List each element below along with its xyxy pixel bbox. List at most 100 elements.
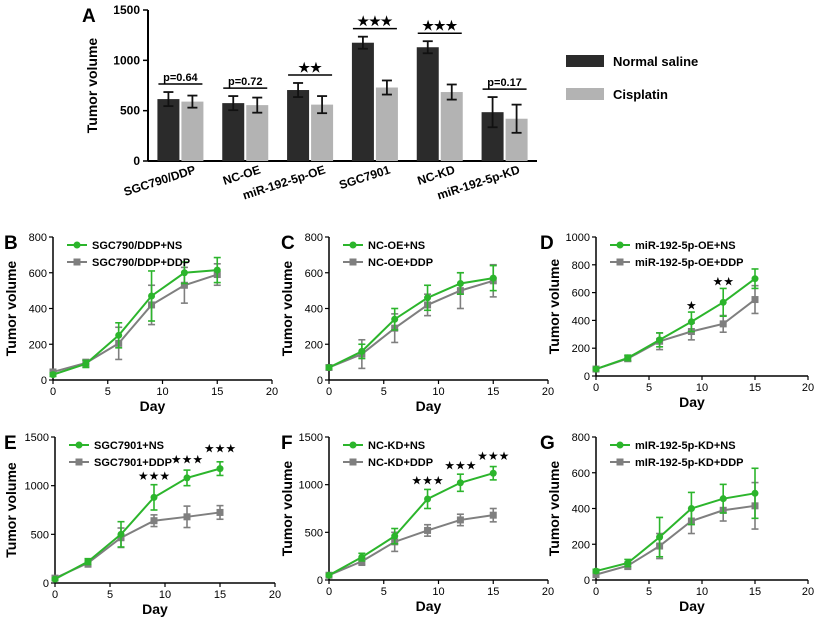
bar (416, 47, 439, 161)
x-tick-label: 5 (381, 386, 387, 398)
y-tick-label: 200 (305, 339, 323, 351)
x-axis-label: Day (142, 601, 168, 617)
bar (181, 101, 204, 161)
legend-label: mIR-192-5p-KD+DDP (635, 457, 744, 469)
bar (222, 103, 245, 161)
x-axis-label: Day (679, 598, 705, 614)
series-line (52, 273, 218, 373)
significance-label: ★★★ (357, 14, 392, 29)
data-point (624, 559, 632, 567)
significance-stars: ★★★ (444, 458, 476, 472)
data-point (115, 331, 123, 339)
series-line (595, 492, 756, 573)
y-axis-label: Tumor volume (279, 261, 295, 357)
data-point (216, 508, 224, 516)
y-tick-label: 1000 (299, 480, 323, 492)
y-tick-label: 0 (317, 575, 323, 587)
x-tick-label: 0 (593, 586, 599, 598)
x-tick-label: 10 (159, 589, 171, 601)
data-point (391, 315, 399, 323)
y-tick-label: 500 (120, 104, 140, 118)
panel-letter-g: G (540, 433, 555, 454)
y-tick-label: 400 (572, 504, 590, 516)
legend-label: Normal saline (613, 54, 698, 69)
significance-stars: ★★★ (138, 469, 170, 483)
y-axis-label: Tumor volume (3, 261, 19, 357)
legend-label: miR-192-5p-OE+DDP (635, 257, 744, 269)
data-point (656, 533, 664, 541)
panel-b: B 0 200 400 600 800 0 5 10 15 20 Day Tumor volume SGC… (3, 232, 278, 414)
data-point (489, 511, 497, 519)
bar (481, 112, 504, 161)
legend-marker (349, 241, 357, 249)
data-point (150, 517, 158, 525)
legend-marker (75, 441, 83, 449)
series-line (328, 514, 494, 577)
legend-marker (73, 258, 81, 266)
series-line (595, 504, 756, 576)
data-point (751, 275, 759, 283)
significance-label: p=0.64 (163, 72, 198, 84)
legend-label: NC-KD+NS (368, 440, 425, 452)
bar (157, 99, 180, 161)
y-axis-label: Tumor volume (279, 461, 295, 557)
data-point (183, 474, 191, 482)
legend-label: NC-OE+NS (368, 240, 425, 252)
panel-letter-f: F (281, 433, 293, 454)
y-tick-label: 0 (317, 375, 323, 387)
data-point (489, 469, 497, 477)
bar (287, 90, 310, 161)
data-point (49, 371, 57, 379)
series-line (54, 511, 221, 580)
legend-marker (349, 258, 357, 266)
x-tick-label: 15 (211, 386, 223, 398)
bar (246, 105, 269, 161)
data-point (456, 479, 464, 487)
x-tick-label: 10 (432, 586, 444, 598)
data-point (719, 298, 727, 306)
legend-label: NC-KD+DDP (368, 457, 433, 469)
bar (505, 118, 528, 161)
y-tick-label: 1000 (113, 53, 140, 67)
legend-swatch (566, 55, 604, 67)
data-point (150, 493, 158, 501)
data-point (592, 567, 600, 575)
data-point (592, 571, 600, 579)
x-tick-label: 0 (326, 586, 332, 598)
x-tick-label: 10 (696, 586, 708, 598)
bar (351, 42, 374, 161)
y-tick-label: 0 (43, 578, 49, 590)
legend-label: Cisplatin (613, 87, 668, 102)
y-tick-label: 1500 (25, 432, 49, 444)
data-point (424, 294, 432, 302)
legend-marker (349, 441, 357, 449)
y-tick-label: 1000 (566, 232, 590, 244)
data-point (183, 513, 191, 521)
panel-c: C 0 200 400 600 800 0 5 10 15 20 Day Tumor volume NC-… (279, 232, 554, 414)
data-point (719, 495, 727, 503)
bar (375, 87, 398, 161)
series-line (54, 467, 221, 580)
x-axis-label: Day (679, 394, 705, 410)
y-tick-label: 400 (29, 304, 47, 316)
bar (440, 92, 463, 161)
data-point (391, 532, 399, 540)
data-point (456, 279, 464, 287)
x-axis-label: Day (140, 398, 166, 414)
data-point (656, 336, 664, 344)
legend-marker (616, 441, 624, 449)
y-axis-label: Tumor volume (546, 259, 562, 355)
series-line (328, 279, 494, 369)
panel-d: D 0 200 400 600 800 1000 0 5 10 15 20 Day Tumor volum… (540, 232, 814, 410)
x-tick-label: 5 (381, 586, 387, 598)
data-point (325, 571, 333, 579)
data-point (358, 347, 366, 355)
data-point (424, 495, 432, 503)
data-point (687, 505, 695, 512)
data-point (358, 553, 366, 561)
legend-marker (616, 241, 624, 249)
legend-label: SGC7901+DDP (94, 457, 172, 469)
